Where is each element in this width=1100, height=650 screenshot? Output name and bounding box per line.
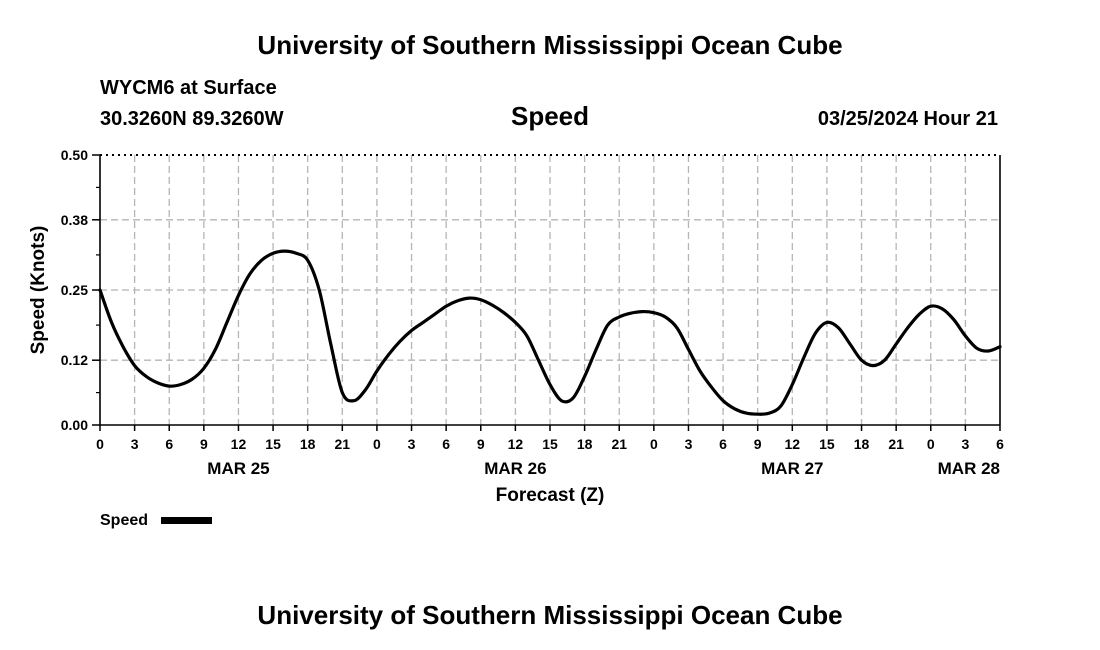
x-tick-label: 9	[477, 436, 485, 452]
x-tick-label: 9	[754, 436, 762, 452]
x-tick-label: 6	[165, 436, 173, 452]
x-tick-label: 6	[442, 436, 450, 452]
date-label: MAR 26	[484, 459, 546, 478]
x-tick-label: 3	[685, 436, 693, 452]
x-tick-label: 0	[373, 436, 381, 452]
x-tick-label: 12	[231, 436, 247, 452]
date-label: MAR 27	[761, 459, 823, 478]
series-line-speed	[98, 249, 1002, 416]
legend-swatch	[161, 517, 212, 524]
x-tick-label: 21	[888, 436, 904, 452]
x-tick-label: 18	[854, 436, 870, 452]
x-axis-label: Forecast (Z)	[496, 485, 605, 506]
y-tick-label: 0.12	[61, 352, 88, 368]
x-tick-label: 3	[961, 436, 969, 452]
footer-title: University of Southern Mississippi Ocean…	[257, 600, 842, 630]
x-tick-label: 0	[650, 436, 658, 452]
x-tick-label: 6	[719, 436, 727, 452]
x-tick-label: 15	[819, 436, 835, 452]
x-tick-label: 9	[200, 436, 208, 452]
y-axis-label: Speed (Knots)	[28, 226, 49, 355]
x-tick-label: 3	[131, 436, 139, 452]
x-tick-label: 18	[577, 436, 593, 452]
y-tick-label: 0.25	[61, 282, 88, 298]
x-tick-label: 12	[785, 436, 801, 452]
station-label: WYCM6 at Surface	[100, 77, 277, 99]
y-tick-label: 0.50	[61, 147, 88, 163]
x-tick-label: 15	[265, 436, 281, 452]
x-tick-label: 12	[508, 436, 524, 452]
legend-label: Speed	[100, 512, 148, 529]
x-tick-label: 18	[300, 436, 316, 452]
x-tick-label: 15	[542, 436, 558, 452]
date-label: MAR 25	[207, 459, 269, 478]
x-tick-label: 6	[996, 436, 1004, 452]
y-tick-label: 0.38	[61, 212, 88, 228]
x-tick-label: 21	[335, 436, 351, 452]
series-layer	[98, 249, 1002, 416]
tick-labels: 0.00 0.12 0.25 0.38 0.50 0 3 6 9 12 15 18 21 0 3 6 9 12 15…	[61, 147, 1004, 478]
x-tick-label: 3	[408, 436, 416, 452]
x-tick-label: 0	[927, 436, 935, 452]
page-title: University of Southern Mississippi Ocean…	[257, 30, 842, 60]
axes	[92, 154, 1001, 431]
station-coords: 30.3260N 89.3260W	[100, 108, 284, 130]
forecast-datetime: 03/25/2024 Hour 21	[818, 108, 998, 130]
y-tick-label: 0.00	[61, 417, 88, 433]
grid-lines	[100, 155, 1000, 425]
x-tick-label: 0	[96, 436, 104, 452]
x-tick-label: 21	[611, 436, 627, 452]
date-label: MAR 28	[938, 459, 1000, 478]
plot-title: Speed	[511, 101, 589, 131]
